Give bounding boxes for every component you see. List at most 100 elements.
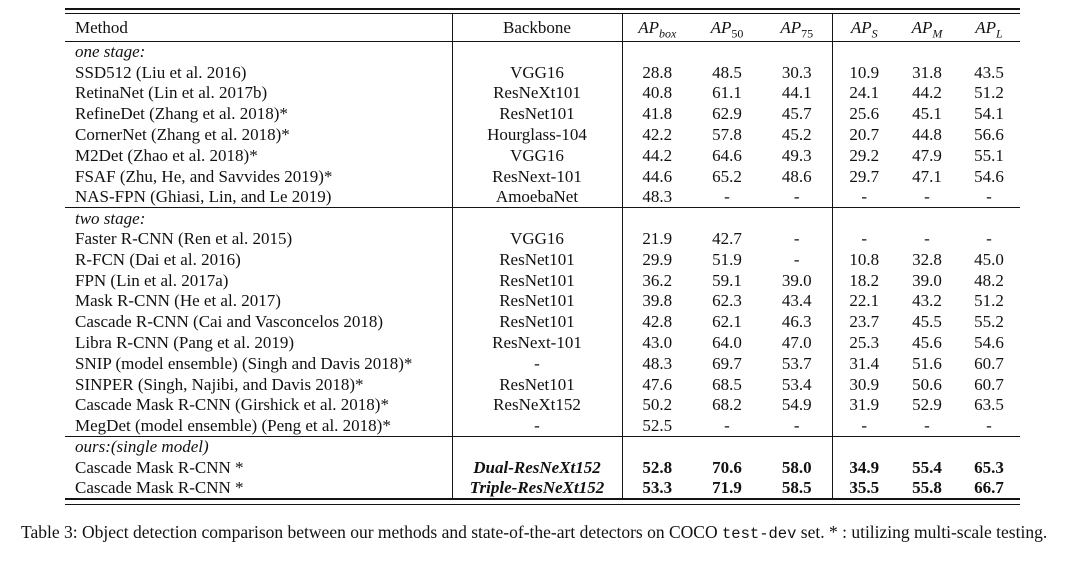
empty-cell — [762, 41, 833, 63]
method-cell: M2Det (Zhao et al. 2018)* — [65, 145, 453, 167]
value-cell: 44.1 — [762, 83, 833, 104]
value-cell: 50.2 — [642, 395, 673, 415]
value-cell: - — [924, 229, 930, 249]
table-row: SINPER (Singh, Najibi, and Davis 2018)* R… — [65, 374, 1020, 396]
empty-cell — [622, 207, 692, 229]
value-cell: 68.2 — [712, 395, 742, 415]
empty-cell — [896, 207, 958, 229]
empty-cell — [452, 41, 623, 63]
value-cell: 52.9 — [912, 395, 942, 415]
table-row: FPN (Lin et al. 2017a) ResNet101 36.2 59.1 3… — [65, 270, 1020, 292]
value-cell: 39.8 — [642, 291, 673, 311]
value-cell: 45.1 — [912, 104, 942, 124]
value-cell: 54.9 — [762, 395, 833, 416]
method-cell: Cascade Mask R-CNN * — [65, 457, 453, 479]
value-cell: 63.5 — [974, 395, 1004, 415]
table-row: RefineDet (Zhang et al. 2018)* ResNet101 4… — [65, 103, 1020, 125]
table-row: R-FCN (Dai et al. 2016) ResNet101 29.9 51.9… — [65, 249, 1020, 271]
value-cell: 54.1 — [974, 104, 1004, 124]
value-cell: 69.7 — [712, 353, 742, 373]
value-cell: 53.3 — [642, 478, 673, 498]
value-cell: - — [762, 415, 833, 437]
value-cell: 47.1 — [912, 166, 942, 186]
value-cell: 61.1 — [712, 83, 742, 103]
value-cell: 25.3 — [849, 333, 880, 353]
value-cell: 29.2 — [849, 145, 880, 165]
caption-text-after: set. * : utilizing multi-scale testing. — [796, 522, 1048, 542]
value-cell: - — [986, 229, 992, 249]
empty-cell — [832, 42, 896, 63]
value-cell: - — [986, 415, 992, 435]
empty-cell — [832, 207, 896, 229]
table-header: Method Backbone APbox AP50 AP75 APS APM APL — [65, 13, 1020, 42]
method-cell: CornerNet (Zhang et al. 2018)* — [65, 124, 453, 146]
method-cell: FSAF (Zhu, He, and Savvides 2019)* — [65, 166, 453, 188]
table-row: Cascade Mask R-CNN * Triple-ResNeXt152 53.… — [65, 478, 1020, 500]
value-cell: 24.1 — [849, 83, 880, 103]
table-row: Faster R-CNN (Ren et al. 2015) VGG16 21.9 4… — [65, 228, 1020, 250]
value-cell: 39.0 — [912, 270, 942, 290]
table-row: Cascade Mask R-CNN * Dual-ResNeXt152 52.8 7… — [65, 457, 1020, 479]
value-cell: 58.0 — [762, 457, 833, 479]
value-cell: 40.8 — [642, 83, 673, 103]
value-cell: 71.9 — [712, 478, 742, 498]
column-header-ap50: AP50 — [692, 13, 762, 42]
section-label-cell: ours:(single model) — [65, 436, 453, 458]
empty-cell — [896, 42, 958, 63]
caption-text-before: Table 3: Object detection comparison bet… — [21, 522, 722, 542]
value-cell: 42.2 — [642, 125, 673, 145]
value-cell: 45.2 — [762, 124, 833, 146]
method-cell: Mask R-CNN (He et al. 2017) — [65, 291, 453, 312]
value-cell: 44.8 — [912, 125, 942, 145]
value-cell: 49.3 — [762, 145, 833, 167]
value-cell: 47.6 — [642, 374, 673, 394]
column-header-apl: APL — [958, 13, 1020, 42]
value-cell: 30.9 — [849, 374, 880, 394]
value-cell: 45.0 — [974, 249, 1004, 269]
section-label: two stage: — [75, 208, 146, 228]
value-cell: 22.1 — [849, 291, 880, 311]
section-label-row: ours:(single model) — [65, 436, 1020, 458]
value-cell: 21.9 — [642, 229, 673, 249]
value-cell: 10.9 — [849, 62, 880, 82]
value-cell: 53.7 — [762, 353, 833, 375]
value-cell: 44.6 — [642, 166, 673, 186]
value-cell: 66.7 — [974, 478, 1004, 498]
value-cell: 52.8 — [642, 457, 673, 477]
value-cell: 28.8 — [642, 62, 673, 82]
value-cell: 29.7 — [849, 166, 880, 186]
backbone-cell: ResNet101 — [452, 103, 623, 125]
method-cell: SNIP (model ensemble) (Singh and Davis 2… — [65, 353, 453, 375]
backbone-cell: ResNet101 — [452, 291, 623, 312]
section-label-row: one stage: — [65, 41, 1020, 63]
value-cell: 51.6 — [912, 353, 942, 373]
value-cell: 51.2 — [974, 291, 1004, 311]
value-cell: 44.2 — [642, 145, 673, 165]
value-cell: - — [861, 229, 868, 249]
backbone-cell: ResNext-101 — [452, 332, 623, 354]
table-row: SSD512 (Liu et al. 2016) VGG16 28.8 48.5 30.… — [65, 62, 1020, 84]
column-header-apm: APM — [896, 13, 958, 42]
value-cell: 53.4 — [762, 374, 833, 396]
value-cell: 59.1 — [712, 270, 742, 290]
section-label: one stage: — [75, 42, 146, 62]
value-cell: 55.2 — [974, 312, 1004, 332]
table-row: SNIP (model ensemble) (Singh and Davis 2… — [65, 353, 1020, 375]
value-cell: 23.7 — [849, 312, 880, 332]
table-row: MegDet (model ensemble) (Peng et al. 201… — [65, 415, 1020, 437]
table-row: M2Det (Zhao et al. 2018)* VGG16 44.2 64.6 49… — [65, 145, 1020, 167]
method-cell: Cascade Mask R-CNN * — [65, 478, 453, 500]
value-cell: 20.7 — [849, 125, 880, 145]
value-cell: 64.0 — [712, 333, 742, 353]
empty-cell — [692, 207, 762, 229]
backbone-cell: ResNet101 — [452, 270, 623, 292]
value-cell: - — [762, 249, 833, 271]
empty-cell — [692, 42, 762, 63]
value-cell: - — [861, 187, 868, 207]
value-cell: 45.5 — [912, 312, 942, 332]
value-cell: - — [762, 228, 833, 250]
value-cell: 54.6 — [974, 166, 1004, 186]
column-header-backbone: Backbone — [452, 13, 623, 42]
backbone-cell: Triple-ResNeXt152 — [452, 478, 623, 500]
